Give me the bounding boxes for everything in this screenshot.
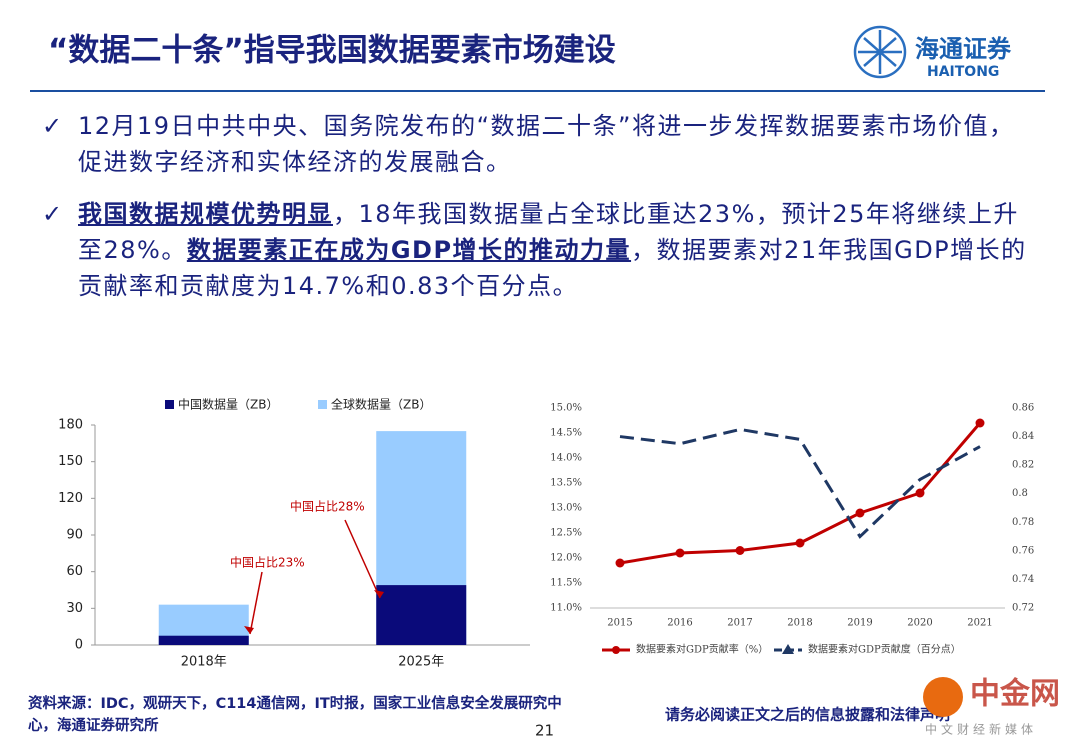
y-tick-label: 13.5%: [550, 478, 582, 489]
x-tick-label: 2025年: [398, 655, 444, 670]
slide-title: “数据二十条”指导我国数据要素市场建设: [48, 33, 616, 69]
watermark-tagline: 中文财经新媒体: [925, 722, 1037, 737]
y-tick-label: 12.5%: [550, 528, 582, 539]
point: [975, 418, 985, 428]
y-tick-label: 14.5%: [550, 428, 582, 439]
annotation-arrow: [249, 571, 263, 635]
bullet-text: ，18年我国数据量占全球比重达23%，预计25年将继续上升至28%。: [78, 200, 1019, 264]
logo-cn: 海通证券: [915, 35, 1012, 63]
x-tick-label: 2020: [907, 618, 932, 629]
y-tick-label: 11.0%: [550, 603, 582, 614]
x-tick-label: 2018: [787, 618, 812, 629]
y2-tick-label: 0.8: [1012, 488, 1028, 499]
series-line: [619, 427, 981, 539]
logo-icon: [853, 25, 907, 79]
y2-tick-label: 0.78: [1012, 517, 1034, 528]
disclaimer: 请务必阅读正文之后的信息披露和法律声明: [665, 706, 950, 724]
y-tick-label: 150: [58, 454, 83, 469]
page-number: 21: [535, 722, 554, 740]
x-tick-label: 2019: [847, 618, 872, 629]
legend-swatch: [318, 400, 327, 409]
annotation: 中国占比28%: [290, 499, 365, 514]
point: [615, 558, 625, 568]
logo-en: HAITONG: [927, 64, 999, 80]
y-tick-label: 15.0%: [550, 403, 582, 414]
legend-label: 全球数据量（ZB）: [331, 397, 431, 412]
bullet-text: ，数据要素对21年我国GDP增长的贡献率和贡献度为14.7%和0.83个百分点。: [78, 236, 1027, 300]
legend-marker: [612, 646, 620, 654]
x-tick-label: 2017: [727, 618, 752, 629]
point: [735, 546, 745, 555]
source-note: 资料来源：IDC，观研天下，C114通信网，IT时报，国家工业信息安全发展研究中…: [28, 696, 562, 734]
check-icon: ✓: [42, 112, 64, 140]
x-tick-label: 2016: [667, 618, 692, 629]
bar: [158, 635, 249, 645]
watermark-icon: [923, 677, 963, 717]
y-tick-label: 11.5%: [550, 578, 582, 589]
y-tick-label: 30: [66, 601, 83, 616]
arrow-head: [374, 590, 384, 598]
emphasis-text: 数据要素正在成为GDP增长的推动力量: [186, 236, 632, 264]
bullet-text: 12月19日中共中央、国务院发布的“数据二十条”将进一步发挥数据要素市场价值，促…: [78, 112, 1015, 176]
y2-tick-label: 0.86: [1012, 403, 1034, 414]
point: [915, 488, 925, 498]
legend-marker: [782, 644, 794, 654]
legend-label: 数据要素对GDP贡献度（百分点）: [808, 643, 961, 656]
annotation-arrow: [344, 519, 381, 599]
legend-swatch: [165, 400, 174, 409]
x-tick-label: 2021: [967, 618, 992, 629]
point: [675, 548, 685, 558]
point: [855, 508, 865, 518]
emphasis-text: 我国数据规模优势明显: [78, 200, 333, 228]
y-tick-label: 14.0%: [550, 453, 582, 464]
y-tick-label: 12.0%: [550, 553, 582, 564]
y-tick-label: 60: [66, 564, 83, 579]
y-tick-label: 0: [75, 638, 83, 653]
bullet: ✓ 12月19日中共中央、国务院发布的“数据二十条”将进一步发挥数据要素市场价值，…: [42, 108, 1032, 180]
watermark: 中金网: [970, 677, 1060, 712]
point: [795, 538, 805, 548]
y2-tick-label: 0.74: [1012, 574, 1034, 585]
y2-tick-label: 0.72: [1012, 603, 1034, 614]
bullet-list: ✓ 12月19日中共中央、国务院发布的“数据二十条”将进一步发挥数据要素市场价值，…: [42, 108, 1032, 320]
y-tick-label: 90: [66, 528, 83, 543]
x-tick-label: 2015: [607, 618, 632, 629]
y2-tick-label: 0.76: [1012, 545, 1034, 556]
x-tick-label: 2018年: [181, 655, 227, 670]
bullet: ✓ 我国数据规模优势明显，18年我国数据量占全球比重达23%，预计25年将继续上升…: [42, 196, 1032, 304]
legend-label: 中国数据量（ZB）: [178, 397, 278, 412]
bar: [376, 585, 467, 645]
annotation: 中国占比23%: [230, 555, 305, 570]
y2-tick-label: 0.84: [1012, 431, 1034, 442]
legend-label: 数据要素对GDP贡献率（%）: [636, 643, 768, 656]
y2-tick-label: 0.82: [1012, 460, 1034, 471]
y-tick-label: 180: [58, 418, 83, 433]
arrow-head: [244, 626, 254, 634]
y-tick-label: 120: [58, 491, 83, 506]
check-icon: ✓: [42, 200, 64, 228]
y-tick-label: 13.0%: [550, 503, 582, 514]
